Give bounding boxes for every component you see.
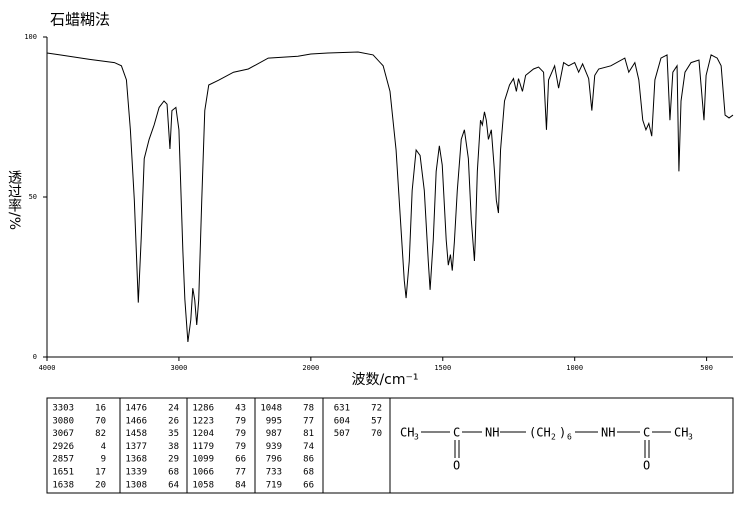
peak-transmittance: 77 (235, 468, 246, 478)
subscript: 3 (414, 433, 419, 442)
atom: NH (485, 426, 499, 440)
y-tick-label: 0 (33, 353, 37, 361)
peak-transmittance: 16 (95, 404, 106, 414)
y-axis-label: 透过率/% (6, 170, 22, 230)
peak-wavenumber: 733 (266, 468, 282, 478)
peak-wavenumber: 2857 (52, 455, 74, 465)
peak-wavenumber: 987 (266, 429, 282, 439)
atom: O (453, 459, 460, 473)
peak-transmittance: 64 (168, 480, 179, 490)
peak-wavenumber: 507 (334, 429, 350, 439)
peak-transmittance: 29 (168, 455, 179, 465)
peak-transmittance: 20 (95, 480, 106, 490)
spectrum-line (46, 51, 734, 343)
peak-transmittance: 81 (303, 429, 314, 439)
peak-wavenumber: 1066 (192, 468, 214, 478)
peak-wavenumber: 1286 (192, 404, 214, 414)
peak-transmittance: 66 (303, 480, 314, 490)
peak-wavenumber: 939 (266, 442, 282, 452)
peak-transmittance: 70 (371, 429, 382, 439)
peak-transmittance: 4 (101, 442, 106, 452)
x-tick-label: 2000 (302, 364, 319, 372)
peak-transmittance: 68 (303, 468, 314, 478)
peak-transmittance: 74 (303, 442, 314, 452)
peak-transmittance: 9 (101, 455, 106, 465)
atom: CH (674, 426, 688, 440)
peak-wavenumber: 995 (266, 416, 282, 426)
peak-wavenumber: 1377 (125, 442, 147, 452)
atom: O (643, 459, 650, 473)
peak-wavenumber: 631 (334, 404, 350, 414)
x-tick-label: 1000 (566, 364, 583, 372)
atom: (CH (529, 426, 551, 440)
peak-wavenumber: 1204 (192, 429, 214, 439)
x-tick-label: 3000 (170, 364, 187, 372)
peak-transmittance: 79 (235, 429, 246, 439)
peak-transmittance: 26 (168, 416, 179, 426)
structure-formula: CH 3 C O NH (CH 2 ) 6 NH C O CH 3 (400, 426, 693, 473)
x-tick-label: 4000 (39, 364, 56, 372)
peak-wavenumber: 1179 (192, 442, 214, 452)
peak-wavenumber: 1048 (260, 404, 282, 414)
peak-wavenumber: 1458 (125, 429, 147, 439)
peak-transmittance: 70 (95, 416, 106, 426)
subscript: 6 (567, 433, 572, 442)
peak-wavenumber: 1476 (125, 404, 147, 414)
peak-wavenumber: 1223 (192, 416, 214, 426)
peak-transmittance: 78 (303, 404, 314, 414)
peak-wavenumber: 1308 (125, 480, 147, 490)
peak-transmittance: 66 (235, 455, 246, 465)
peak-transmittance: 35 (168, 429, 179, 439)
peak-transmittance: 24 (168, 404, 179, 414)
peak-wavenumber: 3067 (52, 429, 74, 439)
x-tick-label: 500 (700, 364, 713, 372)
peak-wavenumber: 3303 (52, 404, 74, 414)
subscript: 3 (688, 433, 693, 442)
peak-transmittance: 72 (371, 404, 382, 414)
peak-wavenumber: 3080 (52, 416, 74, 426)
table-dividers (119, 398, 391, 493)
peak-transmittance: 38 (168, 442, 179, 452)
peak-transmittance: 86 (303, 455, 314, 465)
peak-wavenumber: 1651 (52, 468, 74, 478)
peak-transmittance: 79 (235, 416, 246, 426)
peak-wavenumber: 1339 (125, 468, 147, 478)
peak-wavenumber: 604 (334, 416, 350, 426)
peak-wavenumber: 1368 (125, 455, 147, 465)
x-axis-label: 波数/cm⁻¹ (351, 372, 418, 388)
y-tick-label: 50 (29, 193, 37, 201)
y-tick-label: 100 (24, 33, 37, 41)
atom: ) (559, 426, 566, 440)
atom: NH (601, 426, 615, 440)
atom: C (643, 426, 650, 440)
peak-transmittance: 68 (168, 468, 179, 478)
peak-wavenumber: 1058 (192, 480, 214, 490)
peak-transmittance: 57 (371, 416, 382, 426)
peak-transmittance: 79 (235, 442, 246, 452)
peak-transmittance: 82 (95, 429, 106, 439)
atom: CH (400, 426, 414, 440)
chart-title: 石蜡糊法 (50, 11, 110, 29)
peak-transmittance: 17 (95, 468, 106, 478)
atom: C (453, 426, 460, 440)
peak-wavenumber: 1099 (192, 455, 214, 465)
peak-transmittance: 84 (235, 480, 246, 490)
peak-wavenumber: 1466 (125, 416, 147, 426)
x-tick-label: 1500 (434, 364, 451, 372)
peak-wavenumber: 1638 (52, 480, 74, 490)
peak-wavenumber: 2926 (52, 442, 74, 452)
peak-wavenumber: 719 (266, 480, 282, 490)
peak-transmittance: 43 (235, 404, 246, 414)
subscript: 2 (551, 433, 556, 442)
peak-wavenumber: 796 (266, 455, 282, 465)
peak-transmittance: 77 (303, 416, 314, 426)
